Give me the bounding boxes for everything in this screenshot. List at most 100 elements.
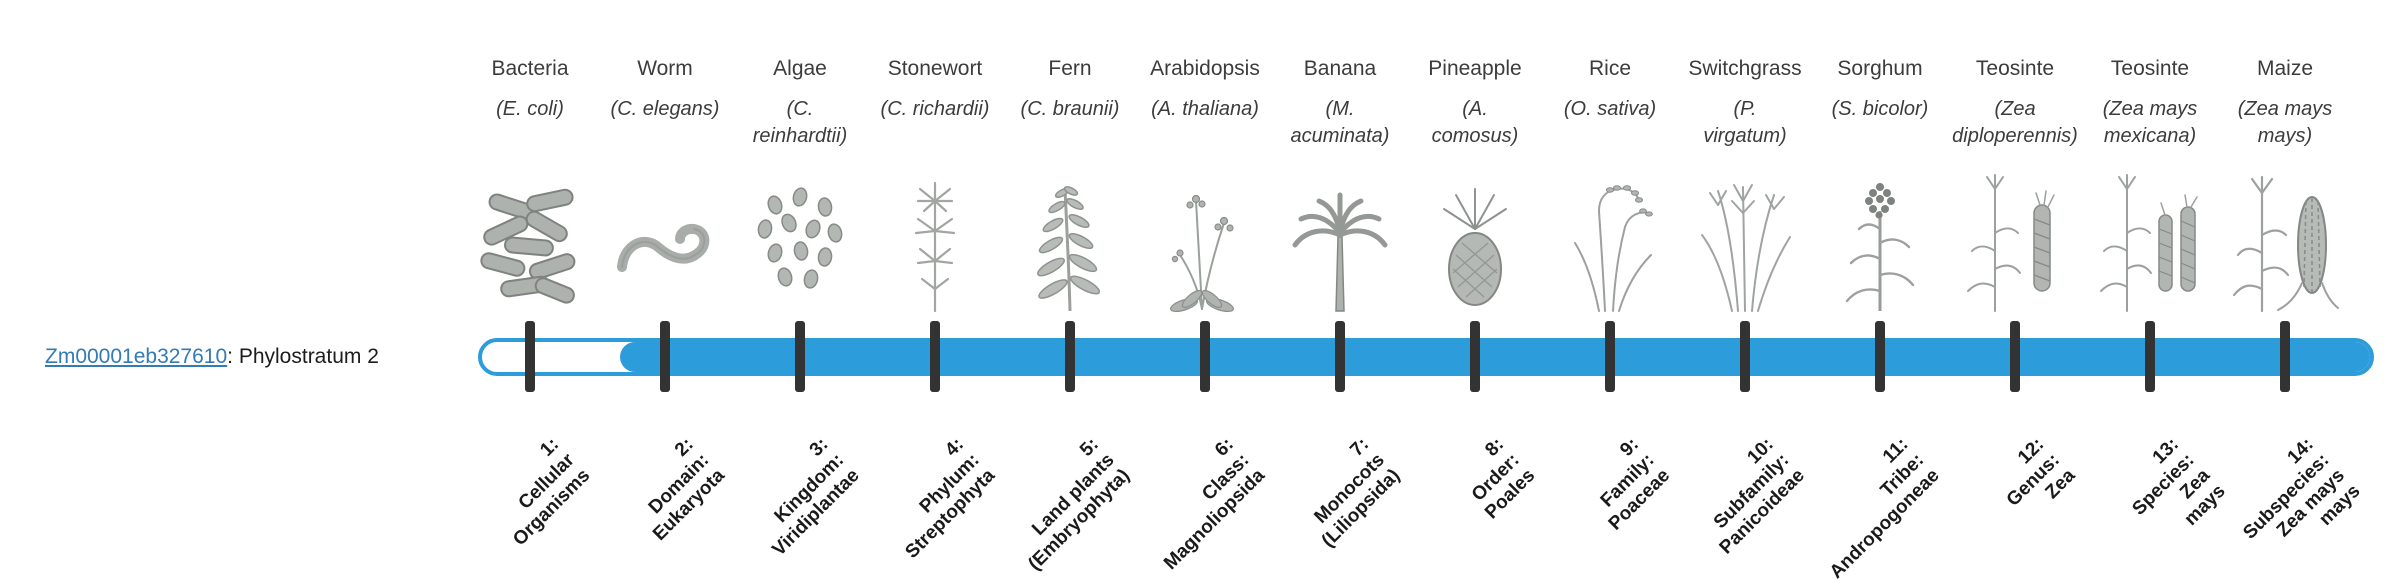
organism-illustration-icon xyxy=(1285,171,1395,316)
stratum-axis-label: 9: Family: Poaceae xyxy=(1596,434,1674,535)
organism-illustration-icon xyxy=(1150,171,1260,316)
organism-illustration xyxy=(730,168,870,316)
phylostrata-bar-track xyxy=(478,338,2374,376)
phylostratum-text: : Phylostratum 2 xyxy=(227,345,379,368)
organism-illustration xyxy=(1540,168,1680,316)
stratum-column-2: Worm (C. elegans) 2: Domain: Eukaryota xyxy=(595,0,735,580)
organism-illustration xyxy=(865,168,1005,316)
stratum-column-4: Stonewort (C. richardii) 4: Phylum: Strept… xyxy=(865,0,1005,580)
stratum-tick xyxy=(2145,321,2155,392)
organism-illustration-icon xyxy=(880,171,990,316)
species-name: (C. reinhardtii) xyxy=(752,98,848,147)
organism-name: Pineapple xyxy=(1428,57,1522,80)
organism-illustration xyxy=(2215,168,2355,316)
stratum-axis-label: 10: Subfamily: Panicoideae xyxy=(1709,434,1809,559)
organism-name: Worm xyxy=(637,57,693,80)
species-name: (O. sativa) xyxy=(1563,98,1657,120)
gene-label: Zm00001eb327610: Phylostratum 2 xyxy=(45,344,379,370)
organism-illustration-icon xyxy=(1825,171,1935,316)
organism-name: Maize xyxy=(2256,57,2314,80)
organism-illustration-icon xyxy=(1960,171,2070,316)
organism-illustration-icon xyxy=(2230,171,2340,316)
organism-illustration xyxy=(460,168,600,316)
stratum-column-7: Banana (M. acuminata) 7: Monocots (Liliopsi… xyxy=(1270,0,1410,580)
stratum-column-14: Maize (Zea mays mays) 14: Subspecies: Zea m… xyxy=(2215,0,2365,580)
organism-illustration xyxy=(2080,168,2220,316)
organism-name: Banana xyxy=(1303,57,1377,80)
organism-name: Stonewort xyxy=(887,57,983,80)
stratum-axis-label: 12: Genus: Zea xyxy=(2002,434,2079,511)
stratum-column-5: Fern (C. braunii) 5: Land plants (Embryoph… xyxy=(1000,0,1140,580)
stratum-axis-label: 8: Order: Poales xyxy=(1467,434,1539,524)
species-name: (S. bicolor) xyxy=(1831,98,1929,120)
stratum-column-8: Pineapple (A. comosus) 8: Order: Poales xyxy=(1405,0,1545,580)
organism-name: Rice xyxy=(1588,57,1631,80)
organism-name: Fern xyxy=(1048,57,1092,80)
organism-illustration-icon xyxy=(1015,171,1125,316)
stratum-column-1: Bacteria (E. coli) 1: Cellular Organisms xyxy=(460,0,600,580)
stratum-tick xyxy=(1065,321,1075,392)
organism-illustration-icon xyxy=(475,171,585,316)
organism-illustration-icon xyxy=(1690,171,1800,316)
organism-illustration-icon xyxy=(610,171,720,316)
stratum-axis-label: 1: Cellular Organisms xyxy=(508,434,594,551)
phylostrata-bar-fill xyxy=(620,342,2370,372)
organism-illustration xyxy=(1135,168,1275,316)
species-name: (P. virgatum) xyxy=(1703,98,1787,147)
organism-illustration xyxy=(1675,168,1815,316)
stratum-tick xyxy=(930,321,940,392)
stratum-column-13: Teosinte (Zea mays mexicana) 13: Species: Z… xyxy=(2080,0,2230,580)
species-name: (A. comosus) xyxy=(1431,98,1519,147)
species-name: (C. elegans) xyxy=(610,98,720,120)
stratum-tick xyxy=(2280,321,2290,392)
species-name: (C. richardii) xyxy=(880,98,990,120)
species-name: (Zea mays mexicana) xyxy=(2102,98,2198,147)
stratum-axis-label: 5: Land plants (Embryophyta) xyxy=(1024,434,1134,575)
organism-illustration-icon xyxy=(745,171,855,316)
organism-name: Sorghum xyxy=(1837,57,1923,80)
organism-illustration-icon xyxy=(1555,171,1665,316)
stratum-tick xyxy=(795,321,805,392)
stratum-axis-label: 11: Tribe: Andropogoneae xyxy=(1826,434,1944,580)
stratum-column-10: Switchgrass (P. virgatum) 10: Subfamily: Pa… xyxy=(1675,0,1815,580)
stratum-column-3: Algae (C. reinhardtii) 3: Kingdom: Viridipl… xyxy=(730,0,870,580)
stratum-column-12: Teosinte (Zea diploperennis) 12: Genus: Zea xyxy=(1945,0,2085,580)
stratum-tick xyxy=(1335,321,1345,392)
species-name: (A. thaliana) xyxy=(1151,98,1259,120)
stratum-tick xyxy=(1740,321,1750,392)
stratum-axis-label: 13: Species: Zea mays xyxy=(2128,434,2230,530)
stratum-tick xyxy=(2010,321,2020,392)
organism-illustration xyxy=(1945,168,2085,316)
species-name: (E. coli) xyxy=(496,98,564,120)
organism-illustration xyxy=(1405,168,1545,316)
organism-illustration xyxy=(595,168,735,316)
stratum-tick xyxy=(525,321,535,392)
gene-id-link[interactable]: Zm00001eb327610 xyxy=(45,345,228,368)
organism-name: Algae xyxy=(773,57,827,80)
organism-name: Arabidopsis xyxy=(1150,57,1260,80)
stratum-axis-label: 6: Class: Magnoliopsida xyxy=(1160,434,1269,575)
species-name: (Zea diploperennis) xyxy=(1952,98,2078,147)
stratum-axis-label: 3: Kingdom: Viridiplantae xyxy=(768,434,864,561)
organism-name: Teosinte xyxy=(1975,57,2055,80)
organism-name: Bacteria xyxy=(491,57,569,80)
stratum-axis-label: 7: Monocots (Liliopsida) xyxy=(1310,434,1404,552)
organism-name: Switchgrass xyxy=(1688,57,1802,80)
organism-name: Teosinte xyxy=(2110,57,2190,80)
stratum-tick xyxy=(1875,321,1885,392)
stratum-column-9: Rice (O. sativa) 9: Family: Poaceae xyxy=(1540,0,1680,580)
organism-illustration xyxy=(1000,168,1140,316)
stratum-column-11: Sorghum (S. bicolor) 11: Tribe: Andropogon… xyxy=(1810,0,1950,580)
organism-illustration xyxy=(1270,168,1410,316)
stratum-tick xyxy=(1605,321,1615,392)
stratum-tick xyxy=(1470,321,1480,392)
organism-illustration xyxy=(1810,168,1950,316)
stratum-axis-label: 2: Domain: Eukaryota xyxy=(644,434,729,545)
stratum-tick xyxy=(1200,321,1210,392)
organism-illustration-icon xyxy=(2095,171,2205,316)
organism-illustration-icon xyxy=(1420,171,1530,316)
stratum-axis-label: 14: Subspecies: Zea mays mays xyxy=(2239,434,2365,544)
stratum-column-6: Arabidopsis (A. thaliana) 6: Class: Magnol… xyxy=(1135,0,1275,580)
species-name: (C. braunii) xyxy=(1020,98,1120,120)
